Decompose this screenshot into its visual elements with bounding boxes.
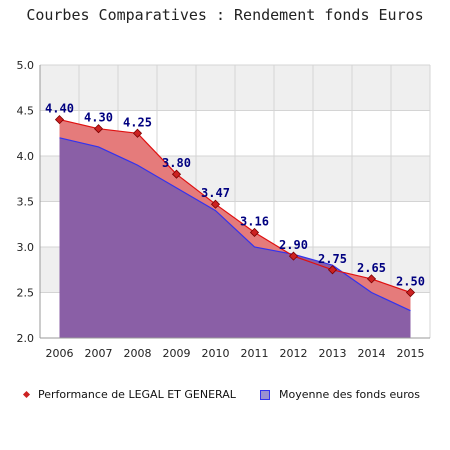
y-tick-label: 3.5 [17,196,35,209]
chart-title: Courbes Comparatives : Rendement fonds E… [26,6,424,24]
data-label: 2.65 [357,261,386,275]
legend-item-performance: Performance de LEGAL ET GENERAL [22,388,236,401]
area-average [59,137,411,338]
legend-label-average: Moyenne des fonds euros [279,388,420,401]
y-tick-label: 4.5 [17,105,35,118]
y-tick-label: 2.0 [17,332,35,345]
legend-marker-average [260,389,270,400]
chart-area: 2.0 2.5 3.0 3.5 4.0 4.5 5.0 2006 2007 2008 2009 201… [17,59,431,360]
data-label: 2.50 [396,275,425,289]
data-point-performance [288,251,299,261]
data-point-performance [210,199,221,209]
y-tick-label: 2.5 [17,287,35,300]
x-tick-label: 2010 [202,347,230,360]
data-point-performance [93,124,104,134]
data-label: 2.75 [318,252,347,266]
line-average [59,137,411,312]
x-tick-label: 2011 [241,347,269,360]
data-point-performance [405,287,416,298]
data-label: 3.16 [240,214,269,228]
x-tick-label: 2013 [319,347,347,360]
data-label: 2.90 [279,238,308,252]
legend-marker-performance [22,390,31,399]
legend-item-average: Moyenne des fonds euros [260,388,420,401]
legend: Performance de LEGAL ET GENERAL Moyenne … [0,388,450,404]
data-label: 3.80 [162,156,191,170]
data-label: 4.30 [84,111,113,125]
legend-label-performance: Performance de LEGAL ET GENERAL [38,388,236,401]
x-tick-label: 2014 [358,347,386,360]
x-tick-label: 2006 [46,347,74,360]
data-label: 4.25 [123,115,152,129]
x-tick-label: 2012 [280,347,308,360]
data-label: 4.40 [45,102,74,116]
y-tick-label: 3.0 [17,241,35,254]
line-performance [59,119,411,294]
data-point-performance [171,169,182,179]
x-tick-label: 2008 [124,347,152,360]
data-point-performance [366,274,377,284]
x-tick-label: 2015 [397,347,425,360]
x-tick-label: 2009 [163,347,191,360]
data-point-performance [327,265,338,275]
y-tick-label: 4.0 [17,150,35,163]
data-point-performance [132,128,143,138]
data-label: 3.47 [201,186,230,200]
data-point-performance [249,227,260,238]
data-point-performance [54,115,65,125]
x-tick-label: 2007 [85,347,113,360]
y-tick-label: 5.0 [17,59,35,72]
